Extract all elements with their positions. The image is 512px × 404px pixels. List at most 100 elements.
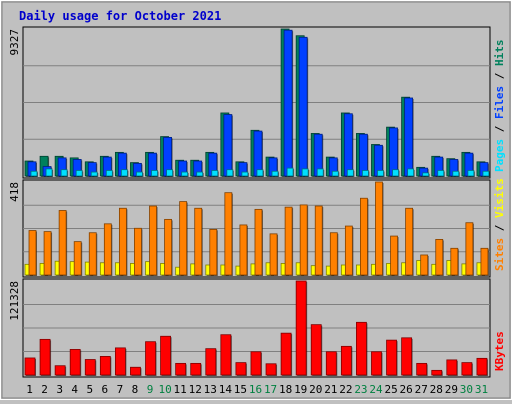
bar-sites-day-1 xyxy=(28,230,37,276)
bar-sites-day-17 xyxy=(269,233,278,276)
bar-pages-day-30 xyxy=(467,170,475,177)
bar-pages-day-23 xyxy=(362,170,369,177)
bar-sites-day-27 xyxy=(420,254,429,276)
bar-pages-day-9 xyxy=(151,170,158,177)
bar-kbytes-day-13 xyxy=(205,348,217,376)
bar-pages-day-4 xyxy=(75,170,83,177)
panel-hits-files-pages: 9327 Pages / Files / Hits xyxy=(8,26,506,179)
x-tick-label-day-23: 23 xyxy=(354,383,367,396)
bar-sites-day-9 xyxy=(149,205,157,276)
bar-kbytes-day-15 xyxy=(235,362,247,376)
x-tick-label-day-5: 5 xyxy=(86,383,93,396)
legend-kbytes: KBytes xyxy=(493,331,506,371)
bar-sites-day-31 xyxy=(480,247,489,276)
x-tick-label-day-13: 13 xyxy=(204,383,217,396)
x-tick-label-day-11: 11 xyxy=(174,383,187,396)
legend-item-files: Files xyxy=(493,86,506,119)
bar-files-day-26 xyxy=(404,97,414,177)
legend-item-sites: Sites xyxy=(493,238,506,271)
x-tick-label-day-1: 1 xyxy=(26,383,33,396)
bar-sites-day-26 xyxy=(405,207,414,276)
bar-files-day-16 xyxy=(253,130,263,177)
bar-kbytes-day-10 xyxy=(160,335,171,376)
x-tick-label-day-15: 15 xyxy=(234,383,247,396)
x-tick-label-day-28: 28 xyxy=(430,383,443,396)
bar-files-day-14 xyxy=(223,114,233,177)
y-max-label: 418 xyxy=(8,182,21,202)
bar-pages-day-31 xyxy=(482,170,490,177)
bar-sites-day-19 xyxy=(299,204,308,276)
x-tick-label-day-17: 17 xyxy=(264,383,277,396)
bar-sites-day-23 xyxy=(360,197,368,276)
bar-sites-day-8 xyxy=(134,227,142,276)
bar-pages-day-3 xyxy=(60,169,68,177)
bar-sites-day-10 xyxy=(164,218,172,276)
bar-kbytes-day-23 xyxy=(356,321,367,376)
x-tick-label-day-2: 2 xyxy=(41,383,48,396)
bar-kbytes-day-2 xyxy=(39,338,51,376)
x-tick-label-day-30: 30 xyxy=(460,383,473,396)
bar-sites-day-28 xyxy=(435,239,444,276)
bar-pages-day-7 xyxy=(120,169,128,177)
x-tick-label-day-14: 14 xyxy=(219,383,233,396)
legend-item-pages: Pages xyxy=(493,139,506,172)
x-tick-label-day-29: 29 xyxy=(445,383,458,396)
bar-sites-day-18 xyxy=(284,206,293,276)
x-tick-label-day-4: 4 xyxy=(71,383,78,396)
x-tick-label-day-25: 25 xyxy=(384,383,397,396)
legend-item-visits: Visits xyxy=(493,178,506,218)
bar-sites-day-4 xyxy=(73,241,82,276)
panel-visits-sites: 418 Sites / Visits xyxy=(8,178,506,278)
bar-kbytes-day-1 xyxy=(24,357,36,376)
bar-kbytes-day-31 xyxy=(476,357,488,376)
x-tick-label-day-19: 19 xyxy=(294,383,307,396)
bar-pages-day-27 xyxy=(422,172,430,177)
x-tick-label-day-27: 27 xyxy=(415,383,428,396)
x-tick-label-day-21: 21 xyxy=(324,383,337,396)
bar-pages-day-8 xyxy=(136,171,143,177)
x-tick-label-day-18: 18 xyxy=(279,383,292,396)
bar-kbytes-day-9 xyxy=(145,341,156,376)
bar-kbytes-day-29 xyxy=(446,359,458,376)
bar-kbytes-day-30 xyxy=(461,362,473,376)
bar-sites-day-24 xyxy=(375,181,383,276)
bar-pages-day-25 xyxy=(392,169,399,177)
bar-sites-day-2 xyxy=(43,231,52,276)
legend-separator: / xyxy=(493,66,506,86)
legend-hits-files-pages: Pages / Files / Hits xyxy=(493,40,506,173)
bar-pages-day-6 xyxy=(105,170,113,177)
bar-pages-day-14 xyxy=(226,169,234,177)
x-tick-label-day-20: 20 xyxy=(309,383,322,396)
bar-pages-day-18 xyxy=(286,167,294,177)
bar-kbytes-day-4 xyxy=(69,349,81,376)
x-axis-labels: 1 2 3 4 5 6 7 8 9 10 11 12 13 14 15 16 17 18 19 20 21 22 23 24 2… xyxy=(26,383,488,396)
legend-item-kbytes: KBytes xyxy=(493,331,506,371)
bar-kbytes-day-25 xyxy=(386,339,397,376)
bar-sites-day-22 xyxy=(344,225,353,276)
x-tick-label-day-31: 31 xyxy=(475,383,488,396)
x-tick-label-day-3: 3 xyxy=(56,383,63,396)
x-tick-label-day-16: 16 xyxy=(249,383,262,396)
bar-sites-day-29 xyxy=(450,247,459,276)
bar-kbytes-day-11 xyxy=(175,362,187,376)
bar-pages-day-20 xyxy=(316,168,324,177)
bar-kbytes-day-21 xyxy=(325,351,337,376)
bar-kbytes-day-16 xyxy=(250,351,262,376)
bar-sites-day-12 xyxy=(194,207,203,276)
bar-pages-day-10 xyxy=(166,169,173,177)
x-tick-label-day-24: 24 xyxy=(369,383,383,396)
chart-title: Daily usage for October 2021 xyxy=(19,9,221,23)
bar-kbytes-day-27 xyxy=(416,362,428,376)
bar-pages-day-15 xyxy=(241,171,249,177)
x-tick-label-day-10: 10 xyxy=(158,383,171,396)
bar-kbytes-day-12 xyxy=(190,362,202,376)
x-tick-label-day-8: 8 xyxy=(132,383,139,396)
bar-pages-day-16 xyxy=(256,169,264,177)
bar-kbytes-day-7 xyxy=(114,347,126,376)
bar-kbytes-day-19 xyxy=(295,280,307,376)
bar-pages-day-1 xyxy=(30,170,38,177)
bar-sites-day-16 xyxy=(254,208,263,276)
bar-pages-day-5 xyxy=(90,171,98,177)
